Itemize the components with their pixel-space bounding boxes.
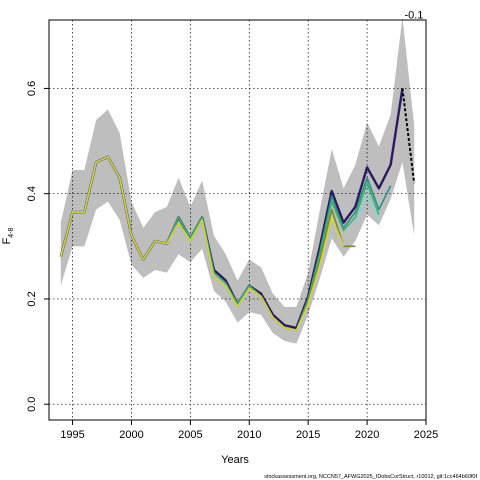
- y-axis-title-subscript: 4-8: [8, 227, 15, 237]
- axis-layer: 1995 2000 2005 2010 2015 2020 2025 0.0 0.2 0.4 0.6: [26, 81, 438, 441]
- confidence-band: [60, 17, 415, 344]
- x-tick-label-5: 2020: [355, 429, 379, 441]
- y-tick-label-3: 0.6: [26, 81, 38, 96]
- x-tick-label-4: 2015: [296, 429, 320, 441]
- footnote: stockassessment.org, NCCN57_AFWG2025_IDo…: [264, 474, 477, 480]
- x-tick-label-0: 1995: [60, 429, 84, 441]
- grid-layer: [49, 20, 427, 420]
- plot-frame: [48, 19, 427, 421]
- y-tick-label-2: 0.4: [26, 186, 38, 201]
- x-tick-label-1: 2000: [119, 429, 143, 441]
- y-axis-title: F4-8: [1, 227, 15, 244]
- x-tick-label-6: 2025: [414, 429, 438, 441]
- y-tick-label-1: 0.2: [26, 291, 38, 306]
- y-tick-label-0: 0.0: [26, 397, 38, 412]
- series-line-3: [354, 192, 380, 223]
- x-tick-label-3: 2010: [237, 429, 261, 441]
- confidence-band-layer: [60, 17, 415, 344]
- x-axis-title: Years: [221, 454, 249, 466]
- series-layer: [59, 88, 416, 332]
- y-axis-title-main: F: [1, 237, 13, 244]
- series-line-5: [60, 156, 345, 332]
- x-tick-label-2: 2005: [178, 429, 202, 441]
- projection-line: [401, 88, 416, 184]
- projection-annotation: -0.1: [404, 9, 423, 21]
